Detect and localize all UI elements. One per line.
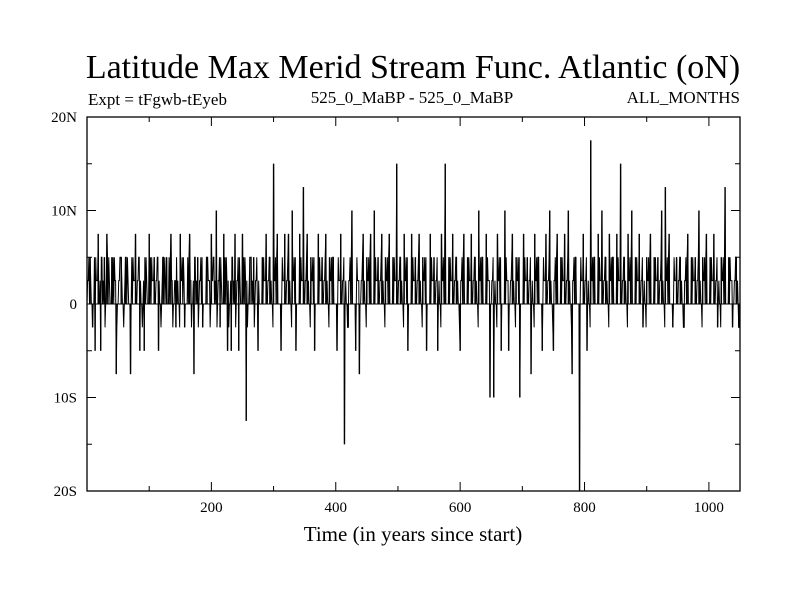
chart-subtitle-center: 525_0_MaBP - 525_0_MaBP <box>311 88 513 107</box>
chart-subtitle-left: Expt = tFgwb-tEyeb <box>88 90 227 109</box>
axis-ticks: 200 400 600 800 1000 20N 10N 0 10S 20S <box>51 110 740 516</box>
plot-frame <box>86 116 741 492</box>
y-tick-label: 20S <box>54 484 77 500</box>
y-tick-label: 10N <box>51 204 77 220</box>
chart-subtitle-right: ALL_MONTHS <box>627 88 740 107</box>
x-tick-label: 1000 <box>694 500 724 516</box>
x-tick-label: 600 <box>449 500 472 516</box>
chart-title: Latitude Max Merid Stream Func. Atlantic… <box>86 49 740 86</box>
x-tick-label: 800 <box>573 500 596 516</box>
y-tick-label: 0 <box>70 297 78 313</box>
x-axis-label: Time (in years since start) <box>304 522 523 546</box>
y-tick-label: 20N <box>51 110 77 126</box>
y-tick-label: 10S <box>54 391 77 407</box>
plot-area <box>86 140 741 492</box>
x-tick-label: 200 <box>200 500 223 516</box>
x-tick-label: 400 <box>325 500 348 516</box>
